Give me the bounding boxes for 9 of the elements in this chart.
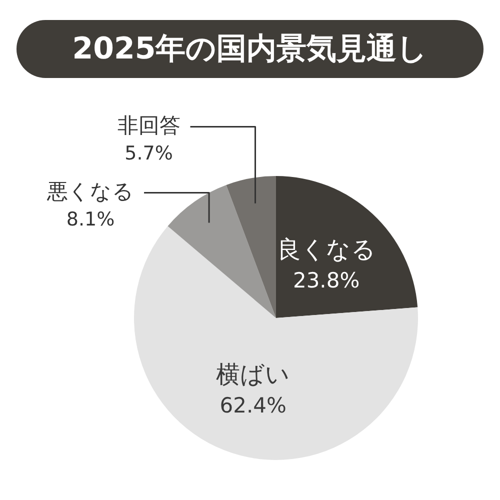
slice-label: 良くなる [276, 236, 376, 264]
data-label: 62.4% [220, 393, 286, 418]
slice-label: 悪くなる [46, 180, 134, 204]
data-label: 5.7% [124, 142, 173, 165]
chart-title: 2025年の国内景気見通し [72, 32, 428, 66]
data-label: 8.1% [66, 208, 115, 231]
data-label: 23.8% [292, 268, 360, 293]
slice-label: 横ばい [216, 360, 290, 388]
slice-label: 非回答 [117, 114, 180, 138]
